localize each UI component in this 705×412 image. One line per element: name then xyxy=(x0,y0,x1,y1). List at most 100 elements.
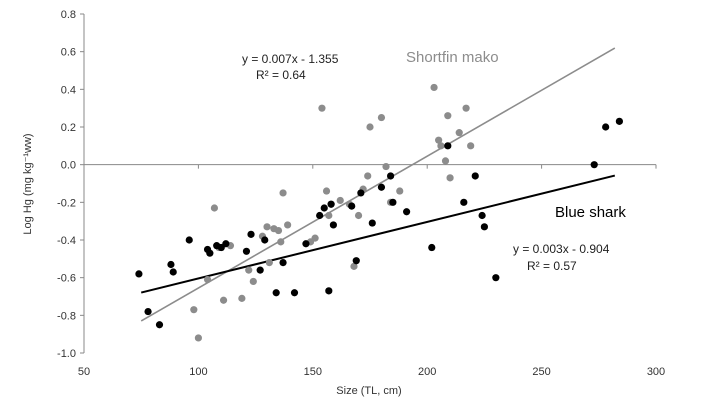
shortfin-mako-r2: R² = 0.64 xyxy=(256,68,306,82)
shortfin-mako-point xyxy=(336,196,344,205)
shortfin-mako-point xyxy=(350,262,358,270)
blue-shark-point xyxy=(290,289,299,297)
shortfin-mako-point xyxy=(274,226,283,235)
blue-shark-point xyxy=(602,123,610,131)
shortfin-mako-point xyxy=(366,123,374,131)
blue-shark-point xyxy=(169,268,177,276)
blue-shark-point xyxy=(185,236,193,244)
blue-shark-point xyxy=(261,236,269,244)
shortfin-mako-point xyxy=(441,157,450,165)
label-layer: Size (TL, cm) Log Hg (mg kg⁻¹ww) Shortfi… xyxy=(22,49,626,397)
shortfin-mako-point xyxy=(265,259,273,267)
shortfin-mako-point xyxy=(430,83,438,92)
blue-shark-point xyxy=(135,270,143,278)
shortfin-mako-point xyxy=(318,104,326,112)
blue-shark-label: Blue shark xyxy=(555,204,626,221)
blue-shark-point xyxy=(478,211,486,220)
y-tick-label: 0.4 xyxy=(61,84,76,96)
shortfin-mako-point xyxy=(263,223,271,231)
shortfin-mako-point xyxy=(284,221,292,229)
x-tick-label: 300 xyxy=(647,366,665,378)
blue-shark-point xyxy=(247,230,255,238)
blue-shark-point xyxy=(377,183,386,191)
blue-shark-point xyxy=(206,249,214,257)
blue-shark-point xyxy=(357,189,365,197)
blue-shark-r2: R² = 0.57 xyxy=(527,259,577,273)
shortfin-mako-point xyxy=(467,142,475,150)
blue-shark-trendline xyxy=(140,174,616,294)
x-tick-label: 200 xyxy=(418,366,436,378)
blue-shark-point xyxy=(242,247,251,255)
shortfin-mako-point xyxy=(210,204,219,212)
shortfin-mako-equation: y = 0.007x - 1.355 xyxy=(242,52,339,66)
shortfin-mako-point xyxy=(238,294,246,302)
blue-shark-point xyxy=(480,223,488,231)
shortfin-mako-point xyxy=(245,266,253,274)
shortfin-mako-point xyxy=(219,296,228,304)
axes-layer: -1.0 -0.8 -0.6 -0.4 -0.2 0.0 0.2 0.4 0.6 0.8 50 100… xyxy=(57,9,665,378)
shortfin-mako-point xyxy=(277,238,285,246)
shortfin-mako-point xyxy=(325,211,333,220)
shortfin-mako-point xyxy=(382,162,390,171)
blue-shark-point xyxy=(428,243,436,252)
x-tick-label: 50 xyxy=(78,366,90,378)
shortfin-mako-point xyxy=(354,211,363,220)
shortfin-mako-point xyxy=(322,187,331,195)
blue-shark-point xyxy=(325,287,333,295)
blue-shark-point xyxy=(348,202,356,210)
x-tick-label: 150 xyxy=(304,366,322,378)
blue-shark-point xyxy=(327,200,335,208)
y-tick-label: -1.0 xyxy=(57,348,76,360)
blue-shark-point xyxy=(615,117,623,125)
blue-shark-equation: y = 0.003x - 0.904 xyxy=(513,242,610,256)
shortfin-mako-point xyxy=(435,136,443,144)
x-tick-label: 100 xyxy=(189,366,207,378)
blue-shark-point xyxy=(302,240,310,248)
blue-shark-point xyxy=(279,259,287,267)
blue-shark-point xyxy=(368,219,376,227)
shortfin-mako-point xyxy=(446,174,454,182)
blue-shark-point xyxy=(329,221,337,229)
blue-shark-point xyxy=(492,274,500,282)
blue-shark-point xyxy=(403,208,411,216)
blue-shark-point xyxy=(590,161,598,169)
blue-shark-point xyxy=(352,257,360,265)
points-layer xyxy=(135,83,623,342)
trend-layer xyxy=(140,47,616,322)
blue-shark-point xyxy=(386,172,395,180)
shortfin-mako-point xyxy=(364,172,372,180)
blue-shark-point xyxy=(444,142,452,150)
x-axis-title: Size (TL, cm) xyxy=(336,385,401,397)
shortfin-mako-point xyxy=(311,234,319,242)
blue-shark-point xyxy=(460,198,468,206)
y-tick-label: 0.8 xyxy=(61,9,76,21)
shortfin-mako-point xyxy=(377,113,386,122)
shortfin-mako-point xyxy=(203,275,212,284)
shortfin-mako-label: Shortfin mako xyxy=(406,49,499,66)
blue-shark-point xyxy=(471,172,479,180)
y-tick-label: -0.2 xyxy=(57,197,76,209)
shortfin-mako-point xyxy=(190,306,198,314)
shortfin-mako-point xyxy=(396,187,404,195)
blue-shark-point xyxy=(320,204,328,212)
shortfin-mako-point xyxy=(194,334,202,342)
y-tick-label: 0.2 xyxy=(61,122,76,134)
blue-shark-point xyxy=(389,198,397,206)
shortfin-mako-point xyxy=(462,104,470,112)
blue-shark-point xyxy=(167,260,175,269)
y-tick-label: -0.6 xyxy=(57,273,76,285)
y-tick-label: -0.4 xyxy=(57,235,76,247)
blue-shark-point xyxy=(316,211,324,220)
y-axis-title: Log Hg (mg kg⁻¹ww) xyxy=(22,133,34,234)
y-tick-label: 0.6 xyxy=(61,47,76,59)
blue-shark-point xyxy=(272,289,280,297)
shortfin-mako-trendline xyxy=(140,47,616,322)
shortfin-mako-point xyxy=(455,129,463,137)
blue-shark-point xyxy=(222,240,230,248)
shortfin-mako-point xyxy=(444,112,452,120)
shortfin-mako-point xyxy=(279,189,287,197)
x-tick-label: 250 xyxy=(532,366,550,378)
shortfin-mako-point xyxy=(437,142,445,150)
blue-shark-point xyxy=(144,307,152,316)
